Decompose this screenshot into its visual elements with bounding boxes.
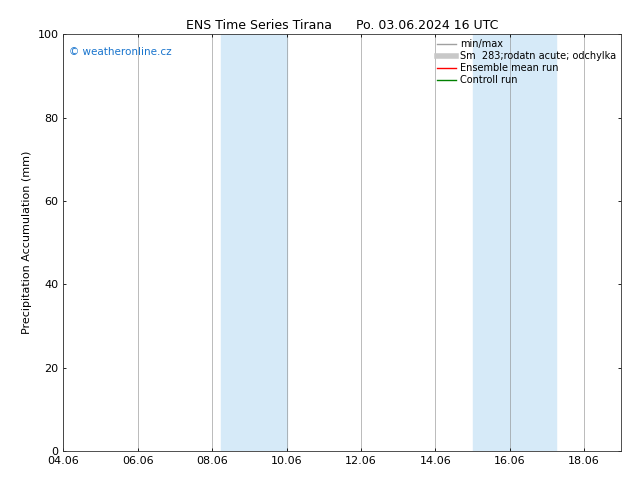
Legend: min/max, Sm  283;rodatn acute; odchylka, Ensemble mean run, Controll run: min/max, Sm 283;rodatn acute; odchylka, … — [435, 37, 618, 87]
Bar — [472, 34, 556, 451]
Y-axis label: Precipitation Accumulation (mm): Precipitation Accumulation (mm) — [22, 151, 32, 334]
Text: © weatheronline.cz: © weatheronline.cz — [69, 47, 172, 57]
Bar — [221, 34, 287, 451]
Title: ENS Time Series Tirana      Po. 03.06.2024 16 UTC: ENS Time Series Tirana Po. 03.06.2024 16… — [186, 19, 498, 32]
